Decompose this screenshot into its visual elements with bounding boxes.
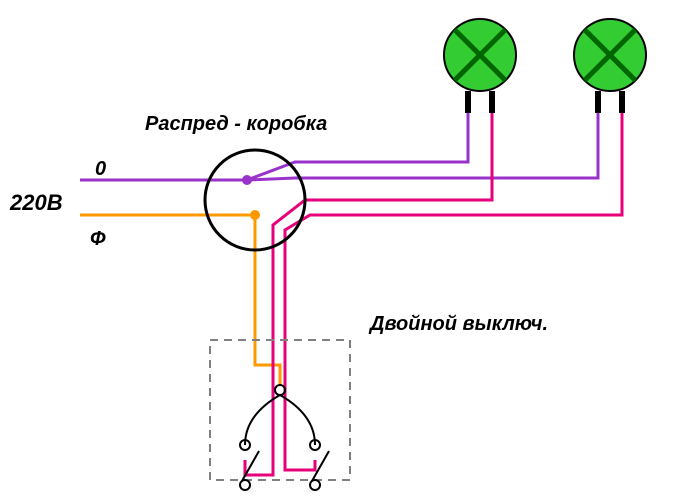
switch-pole-1-bottom [240, 480, 250, 490]
double-switch-label: Двойной выключ. [368, 313, 548, 335]
double-switch-box [210, 340, 350, 480]
lamp-1 [444, 19, 516, 91]
voltage-label: 220В [9, 190, 63, 215]
switched-wire-2 [285, 113, 622, 470]
lamp-2 [574, 19, 646, 91]
switch-pole-2-bottom [310, 480, 320, 490]
phase-label: Ф [90, 228, 106, 250]
switch-link [245, 395, 280, 445]
junction-box-label: Распред - коробка [145, 113, 327, 135]
phase-to-switch [255, 215, 280, 385]
neutral-label: 0 [95, 158, 106, 180]
